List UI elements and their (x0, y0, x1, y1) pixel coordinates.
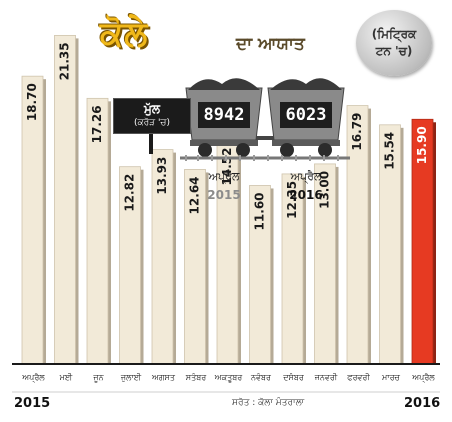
bar-value-label: 13.93 (155, 157, 169, 195)
bar-value-label: 11.60 (253, 192, 267, 230)
cart-month-2016: ਅਪ੍ਰੈਲ (290, 170, 322, 183)
cart-month-2015: ਅਪ੍ਰੈਲ (208, 170, 240, 183)
rail-ties (185, 155, 339, 161)
bar-value-label: 12.64 (188, 176, 202, 214)
cart-value-2016: 6023 (280, 102, 332, 128)
category-label: ਅਪ੍ਰੈਲ (411, 372, 435, 383)
category-label: ਅਪ੍ਰੈਲ (21, 372, 45, 383)
category-label: ਸਤੰਬਰ (185, 372, 207, 382)
sign-pole (149, 132, 153, 154)
bars-layer: 18.70 ਅਪ੍ਰੈਲ 21.35 ਮਈ 17.26 ਜੂਨ 12.82 ਜੁਲਾਈ 13.9… (21, 34, 436, 383)
unit-line-2: ਟਨ 'ਚ) (375, 44, 413, 58)
category-label: ਅਕਤੂਬਰ (214, 373, 243, 382)
bar-value-label: 12.35 (285, 181, 299, 219)
cart-value-2015: 8942 (198, 102, 250, 128)
category-label: ਮਈ (59, 373, 73, 382)
bar-value-label: 18.70 (25, 83, 39, 121)
bar-value-label: 21.35 (58, 42, 72, 80)
bar-1 (54, 34, 76, 365)
bar-value-label: 12.82 (123, 174, 137, 212)
year-end-label: 2016 (404, 396, 441, 411)
cart-coupling (256, 136, 274, 140)
category-label: ਅਗਸਤ (151, 373, 176, 382)
chart-subtitle: ਦਾ ਆਯਾਤ (236, 34, 305, 54)
source-note: ਸਰੋਤ : ਕੋਲਾ ਮੰਤਰਾਲਾ (232, 398, 305, 408)
bar-value-label: 15.90 (415, 126, 429, 164)
price-sign-unit: (ਕਰੋੜ 'ਚ) (133, 118, 171, 128)
category-label: ਮਾਰਚ (381, 373, 401, 382)
year-start-label: 2015 (14, 396, 51, 411)
bar-value-label: 15.54 (383, 132, 397, 170)
cart-year-2016: 2016 (289, 188, 323, 202)
category-label: ਨਵੰਬਰ (250, 372, 272, 382)
bar-value-label: 17.26 (90, 105, 104, 143)
footer-gap (142, 396, 212, 422)
category-label: ਦਸੰਬਰ (282, 372, 305, 382)
cart-year-2015: 2015 (207, 188, 241, 202)
category-label: ਜੁਲਾਈ (120, 373, 142, 382)
bar-value-label: 16.79 (350, 113, 364, 151)
unit-badge: (ਮਿਟ੍ਰਿਕ ਟਨ 'ਚ) (356, 10, 432, 76)
category-label: ਫਰਵਰੀ (346, 373, 370, 382)
category-label: ਜਨਵਰੀ (314, 373, 338, 382)
unit-line-1: (ਮਿਟ੍ਰਿਕ (371, 27, 417, 41)
price-sign-title: ਮੁੱਲ (143, 102, 160, 116)
bar-value-label: 13.00 (318, 171, 332, 209)
category-label: ਜੂਨ (92, 373, 104, 382)
price-sign: ਮੁੱਲ (ਕਰੋੜ 'ਚ) (113, 98, 191, 134)
chart-title: ਕੋਲੇ (100, 14, 149, 54)
